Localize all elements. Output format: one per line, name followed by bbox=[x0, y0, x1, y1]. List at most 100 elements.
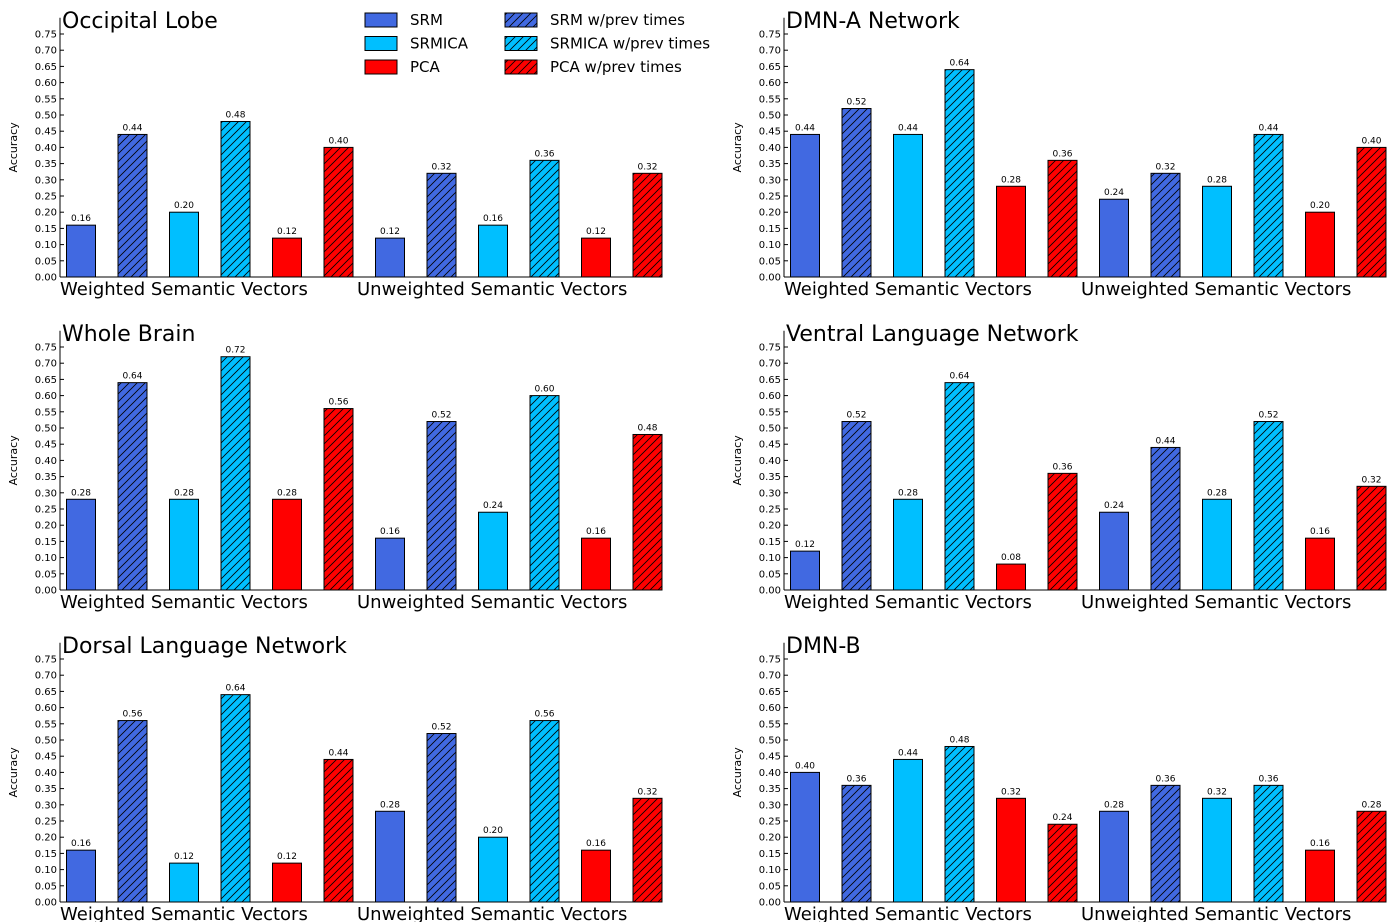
legend-swatch bbox=[364, 59, 398, 75]
y-tick-label: 0.20 bbox=[759, 208, 781, 219]
bar bbox=[529, 395, 560, 591]
value-label: 0.28 bbox=[1207, 488, 1227, 498]
value-label: 0.52 bbox=[1258, 411, 1278, 421]
value-label: 0.28 bbox=[174, 488, 194, 498]
bar bbox=[841, 784, 872, 903]
value-label: 0.20 bbox=[174, 201, 194, 211]
value-label: 0.16 bbox=[483, 214, 503, 224]
value-label: 0.28 bbox=[898, 488, 918, 498]
bar bbox=[272, 237, 302, 278]
y-tick-label: 0.45 bbox=[35, 127, 57, 138]
x-group-label: Weighted Semantic Vectors bbox=[784, 279, 1032, 300]
y-tick-label: 0.15 bbox=[35, 224, 57, 235]
value-label: 0.12 bbox=[277, 227, 297, 237]
value-label: 0.52 bbox=[846, 98, 866, 108]
bar bbox=[220, 120, 251, 278]
y-tick-label: 0.25 bbox=[759, 817, 781, 828]
value-label: 0.24 bbox=[1104, 188, 1124, 198]
y-tick-label: 0.05 bbox=[759, 569, 781, 580]
x-group-label: Weighted Semantic Vectors bbox=[784, 592, 1032, 613]
bar bbox=[478, 836, 508, 903]
y-tick-label: 0.75 bbox=[759, 343, 781, 354]
bar bbox=[66, 849, 96, 903]
bar bbox=[426, 421, 457, 591]
bar bbox=[581, 537, 611, 591]
y-tick-label: 0.25 bbox=[35, 505, 57, 516]
y-tick-label: 0.25 bbox=[759, 505, 781, 516]
bar bbox=[1047, 823, 1078, 903]
bar bbox=[1253, 784, 1284, 903]
legend-swatch bbox=[364, 36, 398, 51]
bar bbox=[1356, 146, 1387, 278]
bar bbox=[220, 694, 251, 903]
bar bbox=[944, 382, 975, 591]
bar bbox=[944, 745, 975, 903]
x-group-label: Unweighted Semantic Vectors bbox=[1081, 592, 1351, 613]
y-tick-label: 0.45 bbox=[35, 752, 57, 763]
y-tick-label: 0.70 bbox=[759, 359, 781, 370]
value-label: 0.44 bbox=[1155, 436, 1175, 446]
value-label: 0.16 bbox=[71, 839, 91, 849]
value-label: 0.24 bbox=[483, 501, 503, 511]
bar bbox=[66, 498, 96, 591]
x-group-label: Weighted Semantic Vectors bbox=[60, 279, 308, 300]
y-tick-label: 0.15 bbox=[759, 224, 781, 235]
bar bbox=[375, 537, 405, 591]
value-label: 0.28 bbox=[1207, 175, 1227, 185]
value-label: 0.56 bbox=[122, 710, 142, 720]
bar bbox=[1253, 421, 1284, 591]
y-tick-label: 0.15 bbox=[35, 849, 57, 860]
value-label: 0.28 bbox=[1104, 800, 1124, 810]
value-label: 0.32 bbox=[637, 787, 657, 797]
y-tick-label: 0.45 bbox=[759, 752, 781, 763]
bar bbox=[841, 421, 872, 591]
y-tick-label: 0.35 bbox=[759, 159, 781, 170]
bar bbox=[632, 797, 663, 903]
y-tick-label: 0.70 bbox=[35, 46, 57, 57]
legend-label: SRMICA w/prev times bbox=[550, 35, 710, 53]
y-tick-label: 0.70 bbox=[759, 671, 781, 682]
y-tick-label: 0.60 bbox=[759, 703, 781, 714]
value-label: 0.44 bbox=[898, 748, 918, 758]
y-tick-label: 0.30 bbox=[35, 800, 57, 811]
bar bbox=[426, 172, 457, 278]
bar bbox=[790, 550, 820, 591]
value-label: 0.16 bbox=[1310, 839, 1330, 849]
chart-title: DMN-B bbox=[786, 634, 861, 659]
value-label: 0.32 bbox=[1155, 162, 1175, 172]
chart-title: Ventral Language Network bbox=[786, 322, 1079, 347]
value-label: 0.44 bbox=[122, 123, 142, 133]
y-tick-label: 0.05 bbox=[759, 256, 781, 267]
value-label: 0.20 bbox=[1310, 201, 1330, 211]
y-tick-label: 0.10 bbox=[759, 240, 781, 251]
y-tick-label: 0.20 bbox=[35, 521, 57, 532]
legend-label: PCA w/prev times bbox=[550, 58, 682, 76]
value-label: 0.24 bbox=[1052, 813, 1072, 823]
y-tick-label: 0.10 bbox=[35, 240, 57, 251]
bar bbox=[272, 862, 302, 903]
y-tick-label: 0.60 bbox=[759, 391, 781, 402]
y-tick-label: 0.70 bbox=[759, 46, 781, 57]
y-tick-label: 0.15 bbox=[35, 537, 57, 548]
y-tick-label: 0.15 bbox=[759, 537, 781, 548]
value-label: 0.32 bbox=[1207, 787, 1227, 797]
bar bbox=[323, 146, 354, 278]
value-label: 0.44 bbox=[328, 748, 348, 758]
value-label: 0.28 bbox=[277, 488, 297, 498]
y-tick-label: 0.75 bbox=[759, 30, 781, 41]
y-tick-label: 0.30 bbox=[759, 488, 781, 499]
bar bbox=[841, 108, 872, 278]
value-label: 0.64 bbox=[949, 59, 969, 69]
x-group-label: Weighted Semantic Vectors bbox=[60, 592, 308, 613]
value-label: 0.36 bbox=[1258, 774, 1278, 784]
y-tick-label: 0.25 bbox=[35, 817, 57, 828]
value-label: 0.16 bbox=[71, 214, 91, 224]
value-label: 0.52 bbox=[431, 723, 451, 733]
y-tick-label: 0.55 bbox=[35, 719, 57, 730]
bar bbox=[1305, 211, 1335, 278]
value-label: 0.48 bbox=[225, 110, 245, 120]
value-label: 0.64 bbox=[225, 684, 245, 694]
y-tick-label: 0.40 bbox=[35, 143, 57, 154]
value-label: 0.12 bbox=[795, 540, 815, 550]
